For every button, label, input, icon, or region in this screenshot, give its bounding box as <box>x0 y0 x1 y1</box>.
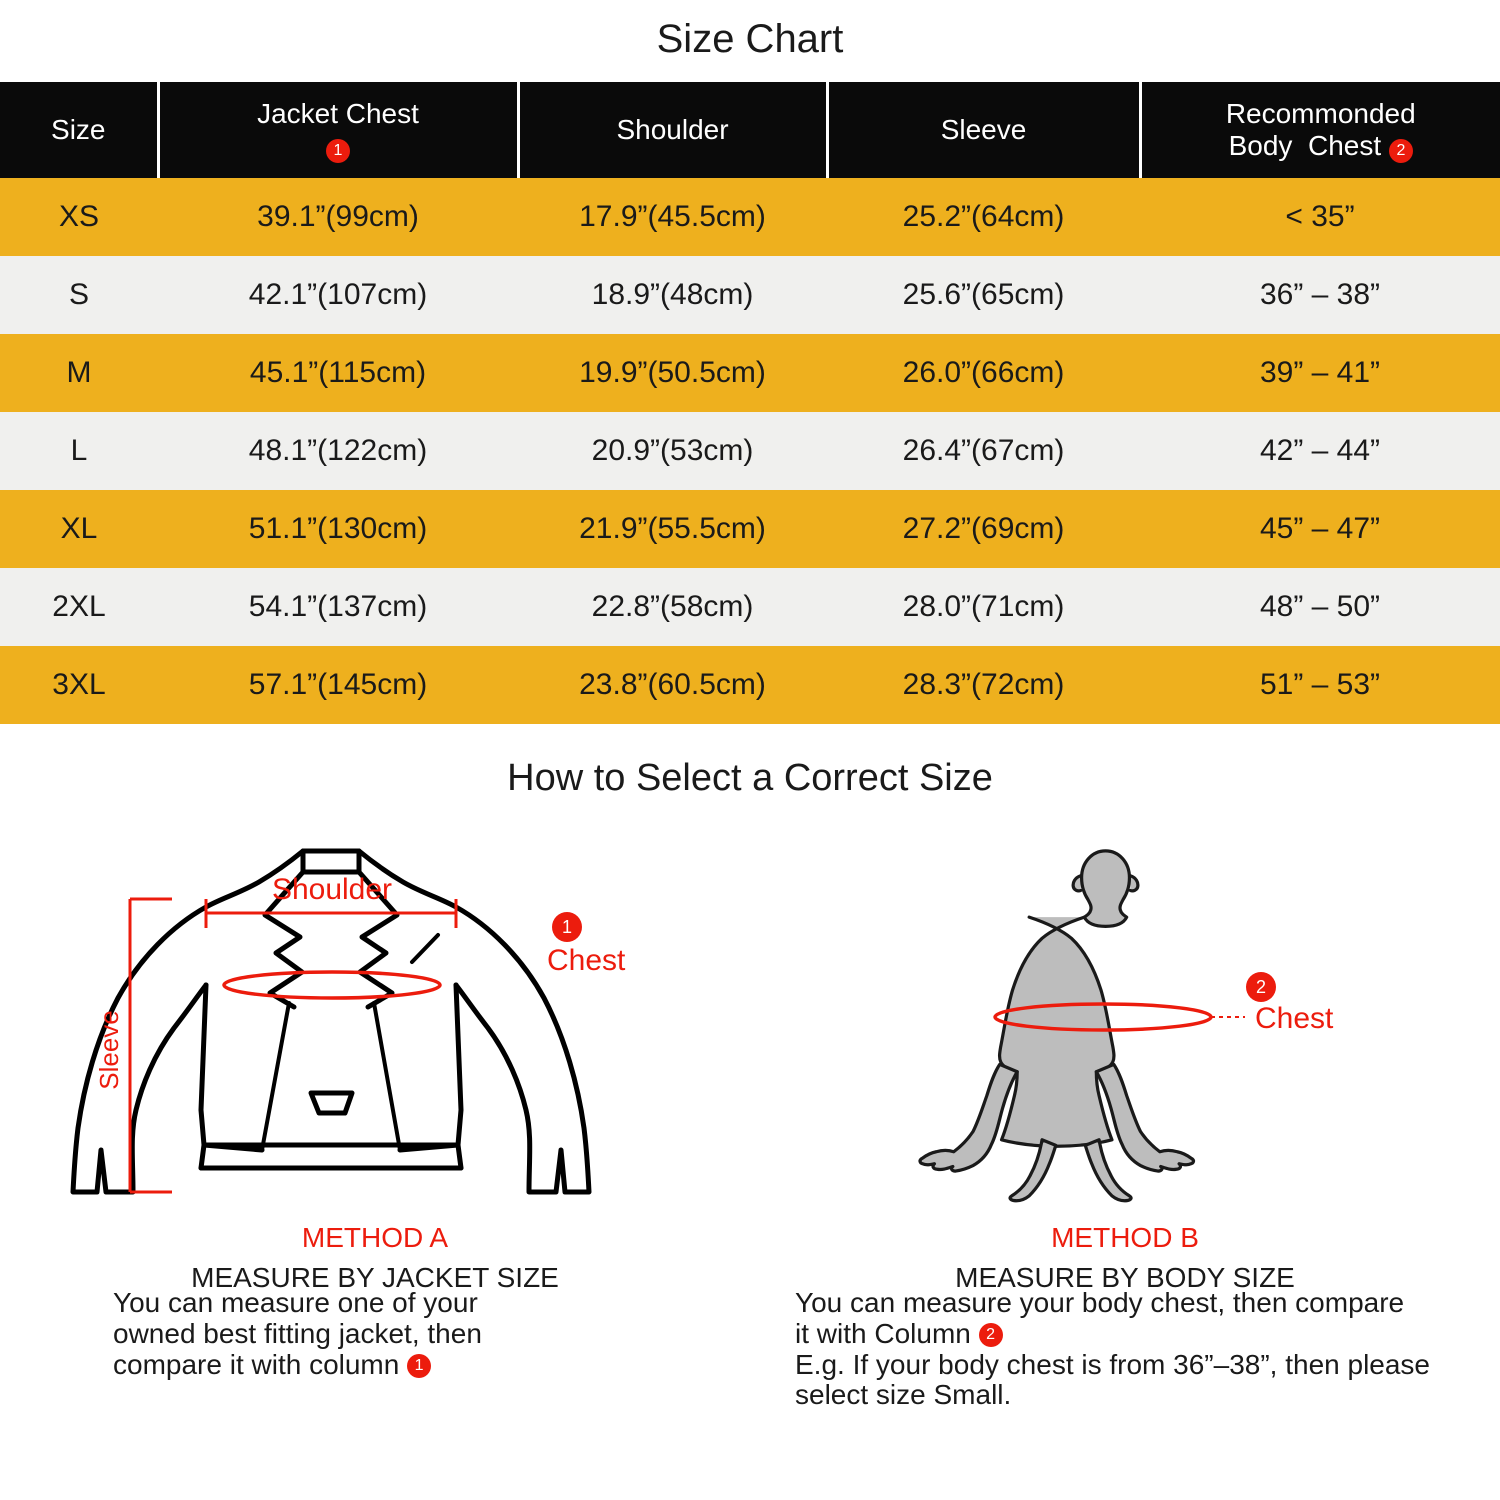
svg-text:1: 1 <box>562 917 572 937</box>
svg-text:Chest: Chest <box>1255 1002 1334 1035</box>
svg-text:Shoulder: Shoulder <box>272 873 392 906</box>
svg-text:2: 2 <box>1256 977 1266 997</box>
svg-text:Sleeve: Sleeve <box>94 1010 124 1090</box>
svg-text:Chest: Chest <box>547 944 626 977</box>
